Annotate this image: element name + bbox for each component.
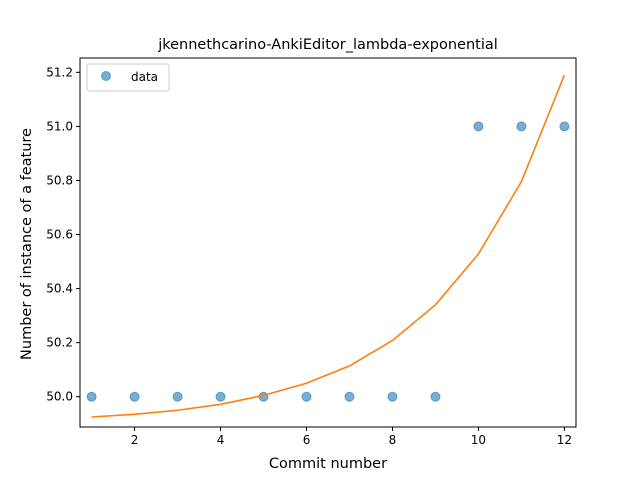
legend: data — [86, 63, 170, 92]
data-point — [129, 391, 140, 402]
legend-marker-data — [101, 71, 111, 81]
data-point — [215, 391, 226, 402]
y-tick-label: 50.0 — [46, 390, 73, 404]
data-point — [344, 391, 355, 402]
data-point — [172, 391, 183, 402]
x-tick-label: 8 — [389, 433, 397, 447]
x-tick-label: 4 — [217, 433, 225, 447]
x-tick-label: 10 — [471, 433, 486, 447]
data-point — [516, 121, 527, 132]
y-axis-label: Number of instance of a feature — [19, 128, 35, 360]
axes-frame — [79, 57, 577, 428]
y-tick-label: 50.2 — [46, 336, 73, 350]
x-tick-label: 12 — [557, 433, 572, 447]
data-point — [387, 391, 398, 402]
x-axis-label: Commit number — [269, 456, 387, 472]
y-tick-label: 50.4 — [46, 282, 73, 296]
data-point — [473, 121, 484, 132]
data-point — [301, 391, 312, 402]
y-tick-label: 50.6 — [46, 228, 73, 242]
y-tick-label: 51.2 — [46, 65, 73, 79]
chart-title: jkennethcarino-AnkiEditor_lambda-exponen… — [157, 37, 498, 53]
data-point — [86, 391, 97, 402]
legend-label-data: data — [131, 70, 158, 84]
x-tick-label: 2 — [131, 433, 139, 447]
y-tick-label: 51.0 — [46, 119, 73, 133]
fit-line — [91, 74, 566, 418]
legend-frame — [86, 63, 170, 92]
y-tick-label: 50.8 — [46, 173, 73, 187]
x-tick-label: 6 — [303, 433, 311, 447]
plot-area: 2 4 6 8 10 12 50.0 50.2 50.4 50.6 50.8 51.0 51.2 — [46, 57, 577, 447]
data-point — [559, 121, 570, 132]
data-point — [430, 391, 441, 402]
